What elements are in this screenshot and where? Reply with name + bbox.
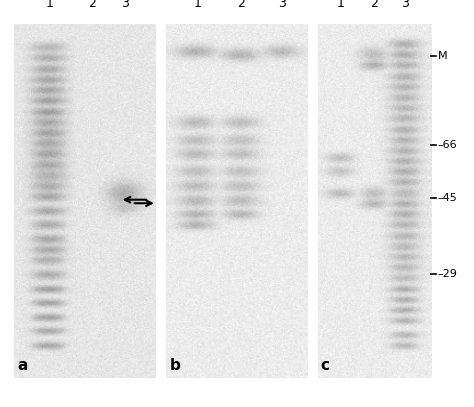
Text: –45: –45 [438, 193, 457, 203]
Text: –66: –66 [438, 140, 457, 150]
Text: 2: 2 [237, 0, 245, 10]
Text: c: c [321, 358, 330, 373]
Text: 1: 1 [337, 0, 344, 10]
Text: –29: –29 [438, 269, 458, 279]
Text: a: a [18, 358, 28, 373]
Text: 1: 1 [46, 0, 54, 10]
Text: 3: 3 [121, 0, 129, 10]
Text: 1: 1 [193, 0, 201, 10]
Text: 2: 2 [371, 0, 378, 10]
Text: b: b [169, 358, 180, 373]
Text: 3: 3 [279, 0, 286, 10]
Text: 2: 2 [89, 0, 96, 10]
Text: M: M [438, 51, 447, 61]
Text: 3: 3 [401, 0, 409, 10]
